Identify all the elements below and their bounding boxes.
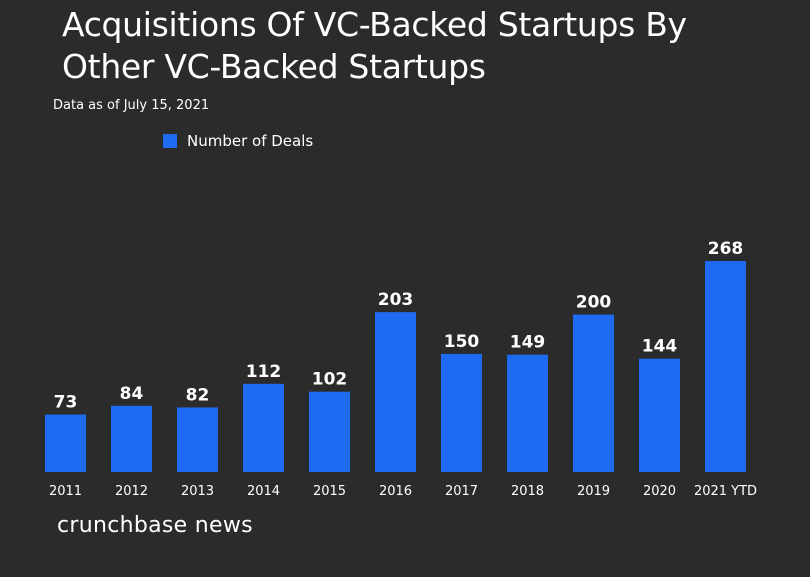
chart-subtitle: Data as of July 15, 2021: [53, 98, 210, 113]
data-label: 268: [708, 239, 744, 259]
bar-2013: [177, 407, 218, 472]
bar-2012: [111, 405, 152, 472]
x-tick-label: 2012: [115, 484, 148, 499]
x-tick-label: 2021 YTD: [694, 484, 757, 499]
data-label: 150: [444, 332, 480, 352]
data-label: 73: [54, 393, 78, 413]
x-tick-label: 2014: [247, 484, 280, 499]
x-tick-label: 2015: [313, 484, 346, 499]
bar-2016: [375, 312, 416, 472]
chart-title: Acquisitions Of VC-Backed Startups By Ot…: [62, 5, 687, 86]
x-tick-label: 2019: [577, 484, 610, 499]
bar-2021-ytd: [705, 261, 746, 472]
x-tick-label: 2017: [445, 484, 478, 499]
legend: Number of Deals: [163, 132, 313, 150]
x-tick-label: 2013: [181, 484, 214, 499]
data-label: 149: [510, 333, 546, 353]
data-label: 144: [642, 337, 678, 357]
data-label: 82: [186, 385, 210, 405]
bar-2011: [45, 414, 86, 472]
data-label: 102: [312, 370, 348, 390]
bar-2019: [573, 314, 614, 472]
x-tick-label: 2011: [49, 484, 82, 499]
x-tick-label: 2020: [643, 484, 676, 499]
legend-swatch: [163, 134, 177, 148]
x-tick-label: 2018: [511, 484, 544, 499]
bar-2018: [507, 354, 548, 472]
data-label: 84: [120, 384, 144, 404]
x-tick-label: 2016: [379, 484, 412, 499]
data-label: 203: [378, 290, 414, 310]
brand-logo: crunchbase news: [57, 513, 253, 538]
bar-2020: [639, 358, 680, 472]
bar-2017: [441, 353, 482, 472]
legend-label: Number of Deals: [187, 132, 314, 150]
bar-2014: [243, 383, 284, 472]
data-label: 200: [576, 293, 612, 313]
bar-2015: [309, 391, 350, 472]
data-label: 112: [246, 362, 282, 382]
